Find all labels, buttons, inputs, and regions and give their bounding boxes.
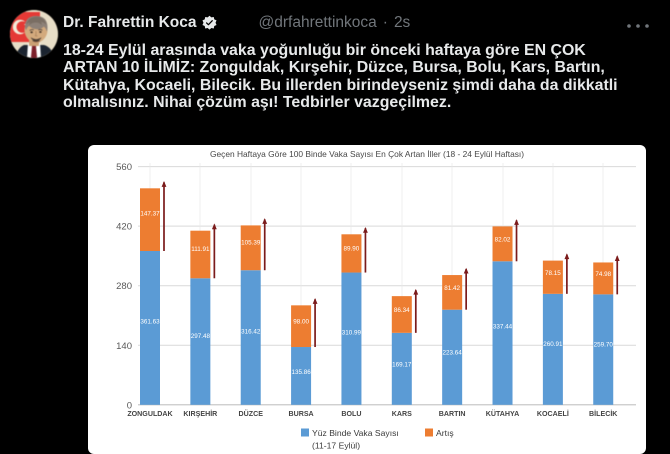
svg-text:81.42: 81.42 (444, 285, 460, 292)
svg-text:147.37: 147.37 (140, 210, 160, 217)
svg-text:223.64: 223.64 (443, 349, 463, 356)
svg-text:BARTIN: BARTIN (439, 410, 466, 418)
svg-text:316.42: 316.42 (241, 328, 261, 335)
svg-text:361.63: 361.63 (140, 318, 160, 325)
svg-text:260.91: 260.91 (543, 341, 563, 348)
svg-text:78.15: 78.15 (545, 270, 561, 277)
svg-text:KIRŞEHİR: KIRŞEHİR (183, 409, 217, 418)
svg-text:BİLECİK: BİLECİK (589, 409, 618, 418)
svg-text:BURSA: BURSA (288, 410, 313, 418)
svg-text:(11-17 Eylül): (11-17 Eylül) (312, 441, 360, 451)
svg-text:89.90: 89.90 (344, 246, 360, 253)
svg-text:86.34: 86.34 (394, 307, 410, 314)
svg-text:337.44: 337.44 (493, 324, 513, 331)
svg-text:98.00: 98.00 (293, 318, 309, 325)
svg-text:111.91: 111.91 (191, 246, 210, 253)
svg-text:560: 560 (116, 162, 132, 173)
svg-text:105.39: 105.39 (241, 240, 261, 247)
svg-text:259.70: 259.70 (594, 341, 614, 348)
svg-text:KOCAELİ: KOCAELİ (537, 409, 569, 418)
svg-text:82.02: 82.02 (495, 236, 511, 243)
svg-text:KÜTAHYA: KÜTAHYA (486, 409, 520, 418)
svg-text:BOLU: BOLU (341, 410, 361, 418)
svg-text:135.86: 135.86 (291, 369, 311, 376)
svg-text:Yüz Binde Vaka Sayısı: Yüz Binde Vaka Sayısı (312, 428, 399, 438)
svg-text:280: 280 (116, 281, 132, 292)
svg-text:310.99: 310.99 (342, 330, 362, 337)
svg-text:140: 140 (116, 341, 132, 352)
svg-text:Artış: Artış (436, 428, 454, 438)
svg-text:74.98: 74.98 (595, 271, 611, 278)
svg-text:ZONGULDAK: ZONGULDAK (127, 410, 173, 418)
svg-text:297.48: 297.48 (191, 333, 211, 340)
svg-text:420: 420 (116, 222, 132, 233)
svg-text:169.17: 169.17 (392, 362, 412, 369)
svg-text:KARS: KARS (392, 410, 412, 418)
svg-text:DÜZCE: DÜZCE (239, 409, 264, 418)
